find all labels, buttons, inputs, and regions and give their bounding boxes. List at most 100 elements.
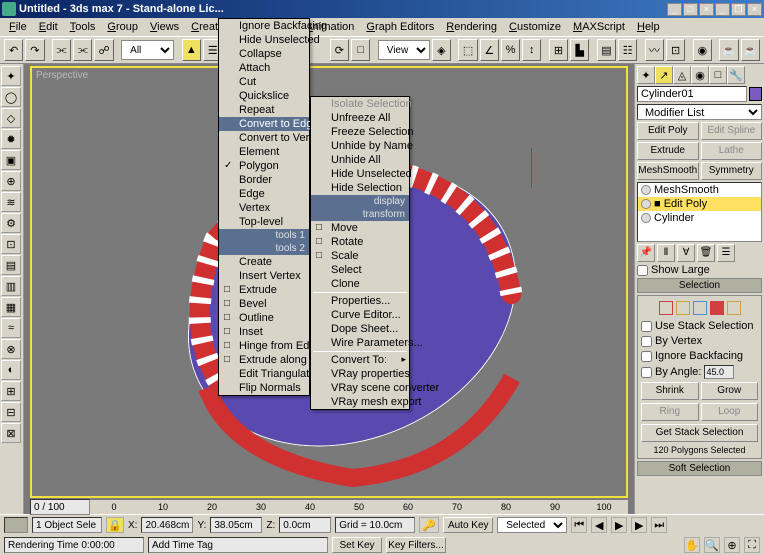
grow-button[interactable]: Grow (701, 382, 759, 400)
menu-file[interactable]: File (4, 20, 32, 34)
bind-button[interactable]: ☍ (94, 39, 113, 61)
align-button[interactable]: ▤ (597, 39, 616, 61)
quick-render-button[interactable]: ☕ (741, 39, 760, 61)
ctx-item[interactable]: Outline (219, 311, 309, 325)
timeslider-handle[interactable] (4, 517, 28, 533)
goto-start-button[interactable]: ⏮ (571, 517, 587, 533)
subobj-icon[interactable] (710, 301, 724, 315)
material-button[interactable]: ◉ (693, 39, 712, 61)
subobj-icon[interactable] (693, 301, 707, 315)
tab-shapes-icon[interactable]: ◇ (1, 108, 21, 128)
tab-space-icon[interactable]: ≋ (1, 192, 21, 212)
ctx-item[interactable]: VRay properties (311, 367, 409, 381)
ctx-item[interactable]: Convert to Vertex (219, 131, 309, 145)
ctx-item[interactable]: Scale (311, 249, 409, 263)
loop-button[interactable]: Loop (701, 403, 759, 421)
display-tab-icon[interactable]: □ (709, 66, 727, 84)
ctx-item[interactable]: Polygon (219, 159, 309, 173)
ctx-item[interactable]: Unhide by Name (311, 139, 409, 153)
link-button[interactable]: ⫘ (52, 39, 71, 61)
coord-dropdown[interactable]: View (378, 40, 430, 60)
subobj-icon[interactable] (676, 301, 690, 315)
menu-rendering[interactable]: Rendering (441, 20, 502, 34)
lathe-button[interactable]: Lathe (701, 142, 763, 160)
y-coord[interactable]: 38.05cm (210, 517, 262, 533)
ctx-item[interactable]: VRay mesh export (311, 395, 409, 409)
edit-poly-button[interactable]: Edit Poly (637, 122, 699, 140)
tab-c-icon[interactable]: ▥ (1, 276, 21, 296)
ctx-item[interactable]: Extrude along Spline (219, 353, 309, 367)
ctx-item[interactable]: Top-level (219, 215, 309, 229)
remove-mod-icon[interactable]: 🗑 (697, 244, 715, 262)
modifier-list-dropdown[interactable]: Modifier List (637, 104, 762, 120)
tab-f-icon[interactable]: ⊗ (1, 339, 21, 359)
lock-button[interactable]: 🔒 (106, 517, 124, 533)
close-button[interactable]: × (699, 3, 714, 16)
keymode-dropdown[interactable]: Selected (497, 517, 567, 533)
ctx-item[interactable]: Element (219, 145, 309, 159)
ctx-item[interactable]: Cut (219, 75, 309, 89)
timeline[interactable]: 0 / 100 0102030405060708090100 (30, 500, 628, 514)
ctx-item[interactable]: Attach (219, 61, 309, 75)
object-color-swatch[interactable] (749, 87, 762, 101)
ctx-item[interactable]: Collapse (219, 47, 309, 61)
create-tab-icon[interactable]: ✦ (637, 66, 655, 84)
menu-group[interactable]: Group (102, 20, 143, 34)
edit-spline-button[interactable]: Edit Spline (701, 122, 763, 140)
ctx-item[interactable]: Hide Selection (311, 181, 409, 195)
tab-e-icon[interactable]: ≈ (1, 318, 21, 338)
meshsmooth-button[interactable]: MeshSmooth (637, 162, 699, 180)
named-sel-button[interactable]: ⊞ (549, 39, 568, 61)
ctx-item[interactable]: Insert Vertex (219, 269, 309, 283)
ctx-item[interactable]: Hinge from Edge (219, 339, 309, 353)
show-end-icon[interactable]: Ⅱ (657, 244, 675, 262)
ctx-item[interactable]: Hide Unselected (311, 167, 409, 181)
nav-max-icon[interactable]: ⛶ (744, 537, 760, 553)
center-button[interactable]: ◈ (432, 39, 451, 61)
ctx-item[interactable]: Curve Editor... (311, 308, 409, 322)
ctx-item[interactable]: Quickslice (219, 89, 309, 103)
snap-button[interactable]: ⬚ (458, 39, 477, 61)
use-stack-checkbox[interactable] (641, 321, 652, 332)
ctx-item[interactable]: Ignore Backfacing (219, 19, 309, 33)
curve-editor-button[interactable]: 〰 (645, 39, 664, 61)
tab-b-icon[interactable]: ▤ (1, 255, 21, 275)
soft-selection-rollout-header[interactable]: Soft Selection (637, 461, 762, 476)
ctx-item[interactable]: Convert To: (311, 353, 409, 367)
tab-sphere-icon[interactable]: ◯ (1, 87, 21, 107)
tab-a-icon[interactable]: ⊡ (1, 234, 21, 254)
ctx-item[interactable]: Hide Unselected (219, 33, 309, 47)
tab-j-icon[interactable]: ⊠ (1, 423, 21, 443)
ctx-item[interactable]: Vertex (219, 201, 309, 215)
ctx-item[interactable]: Edit Triangulation (219, 367, 309, 381)
ctx-item[interactable]: Rotate (311, 235, 409, 249)
tab-helpers-icon[interactable]: ⊕ (1, 171, 21, 191)
menu-customize[interactable]: Customize (504, 20, 566, 34)
symmetry-button[interactable]: Symmetry (701, 162, 763, 180)
menu-edit[interactable]: Edit (34, 20, 63, 34)
tab-create-icon[interactable]: ✦ (1, 66, 21, 86)
setkey-button[interactable]: Set Key (332, 537, 382, 553)
ctx-item[interactable]: VRay scene converter (311, 381, 409, 395)
tab-lights-icon[interactable]: ✹ (1, 129, 21, 149)
ctx-item[interactable]: Wire Parameters... (311, 336, 409, 350)
mirror-button[interactable]: ▙ (570, 39, 589, 61)
restore-button[interactable]: ❐ (731, 3, 746, 16)
x-coord[interactable]: 20.468cm (141, 517, 193, 533)
ctx-item[interactable]: Bevel (219, 297, 309, 311)
nav-zoom-icon[interactable]: 🔍 (704, 537, 720, 553)
tab-cameras-icon[interactable]: ▣ (1, 150, 21, 170)
by-angle-checkbox[interactable] (641, 367, 652, 378)
schematic-button[interactable]: ⊡ (666, 39, 685, 61)
maximize-button[interactable]: □ (683, 3, 698, 16)
ctx-item[interactable]: Select (311, 263, 409, 277)
get-stack-button[interactable]: Get Stack Selection (641, 424, 758, 442)
unique-icon[interactable]: ∀ (677, 244, 695, 262)
modifier-row[interactable]: Cylinder (638, 211, 761, 225)
menu-help[interactable]: Help (632, 20, 665, 34)
keyfilters-button[interactable]: Key Filters... (386, 537, 446, 553)
render-scene-button[interactable]: ☕ (719, 39, 738, 61)
menu-views[interactable]: Views (145, 20, 184, 34)
select-button[interactable]: ▲ (182, 39, 201, 61)
psnap-button[interactable]: % (501, 39, 520, 61)
